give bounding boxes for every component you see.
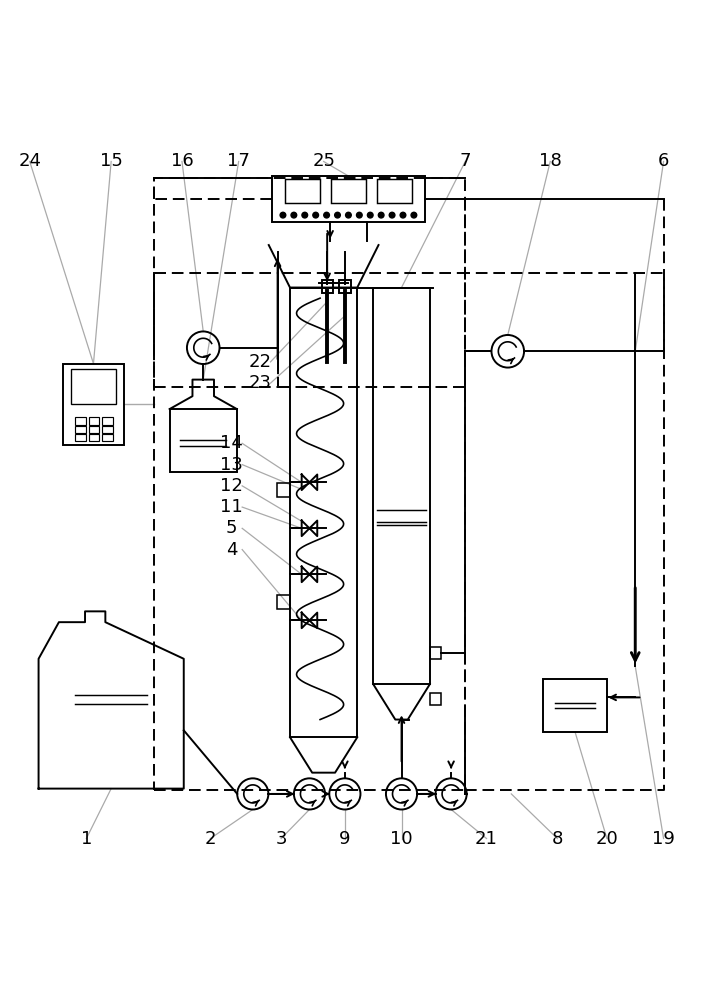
Bar — [430, 647, 442, 659]
Text: 23: 23 — [248, 374, 272, 392]
Text: 5: 5 — [226, 519, 237, 537]
Text: 14: 14 — [220, 434, 243, 452]
Bar — [75, 434, 86, 441]
Text: 13: 13 — [220, 456, 243, 474]
Bar — [272, 176, 424, 222]
Bar — [543, 679, 607, 732]
Bar — [102, 417, 113, 425]
Text: 16: 16 — [171, 152, 193, 170]
Circle shape — [400, 212, 406, 218]
Bar — [89, 417, 100, 425]
Bar — [339, 280, 351, 293]
Bar — [102, 426, 113, 433]
Text: 6: 6 — [658, 152, 669, 170]
Circle shape — [356, 212, 362, 218]
Text: 20: 20 — [596, 830, 619, 848]
Circle shape — [280, 212, 286, 218]
Bar — [170, 409, 237, 472]
Bar — [277, 483, 290, 497]
Bar — [331, 179, 366, 203]
Text: 4: 4 — [226, 541, 237, 559]
Circle shape — [368, 212, 373, 218]
Bar — [63, 364, 124, 445]
Text: 15: 15 — [100, 152, 122, 170]
Bar — [89, 426, 100, 433]
Bar — [89, 434, 100, 441]
Text: 12: 12 — [220, 477, 243, 495]
Text: 22: 22 — [248, 353, 272, 371]
Text: 19: 19 — [652, 830, 675, 848]
Text: 18: 18 — [539, 152, 562, 170]
Bar — [373, 288, 430, 684]
Bar — [102, 434, 113, 441]
Bar — [290, 288, 357, 737]
Text: 2: 2 — [205, 830, 216, 848]
Text: 3: 3 — [275, 830, 287, 848]
Bar — [285, 179, 320, 203]
Bar — [321, 280, 333, 293]
Text: 25: 25 — [312, 152, 335, 170]
Circle shape — [302, 212, 308, 218]
Circle shape — [291, 212, 296, 218]
Bar — [75, 417, 86, 425]
Circle shape — [346, 212, 351, 218]
Bar — [70, 369, 117, 404]
Text: 9: 9 — [339, 830, 351, 848]
Circle shape — [335, 212, 341, 218]
Text: 11: 11 — [220, 498, 243, 516]
Circle shape — [411, 212, 417, 218]
Bar — [277, 595, 290, 609]
Circle shape — [313, 212, 319, 218]
Text: 17: 17 — [228, 152, 250, 170]
Bar — [75, 426, 86, 433]
Circle shape — [389, 212, 395, 218]
Text: 21: 21 — [475, 830, 498, 848]
Circle shape — [378, 212, 384, 218]
Text: 7: 7 — [459, 152, 471, 170]
Text: 10: 10 — [390, 830, 413, 848]
Text: 24: 24 — [18, 152, 41, 170]
Bar — [377, 179, 412, 203]
Text: 1: 1 — [80, 830, 92, 848]
Circle shape — [324, 212, 329, 218]
Text: 8: 8 — [552, 830, 563, 848]
Bar — [430, 693, 442, 705]
